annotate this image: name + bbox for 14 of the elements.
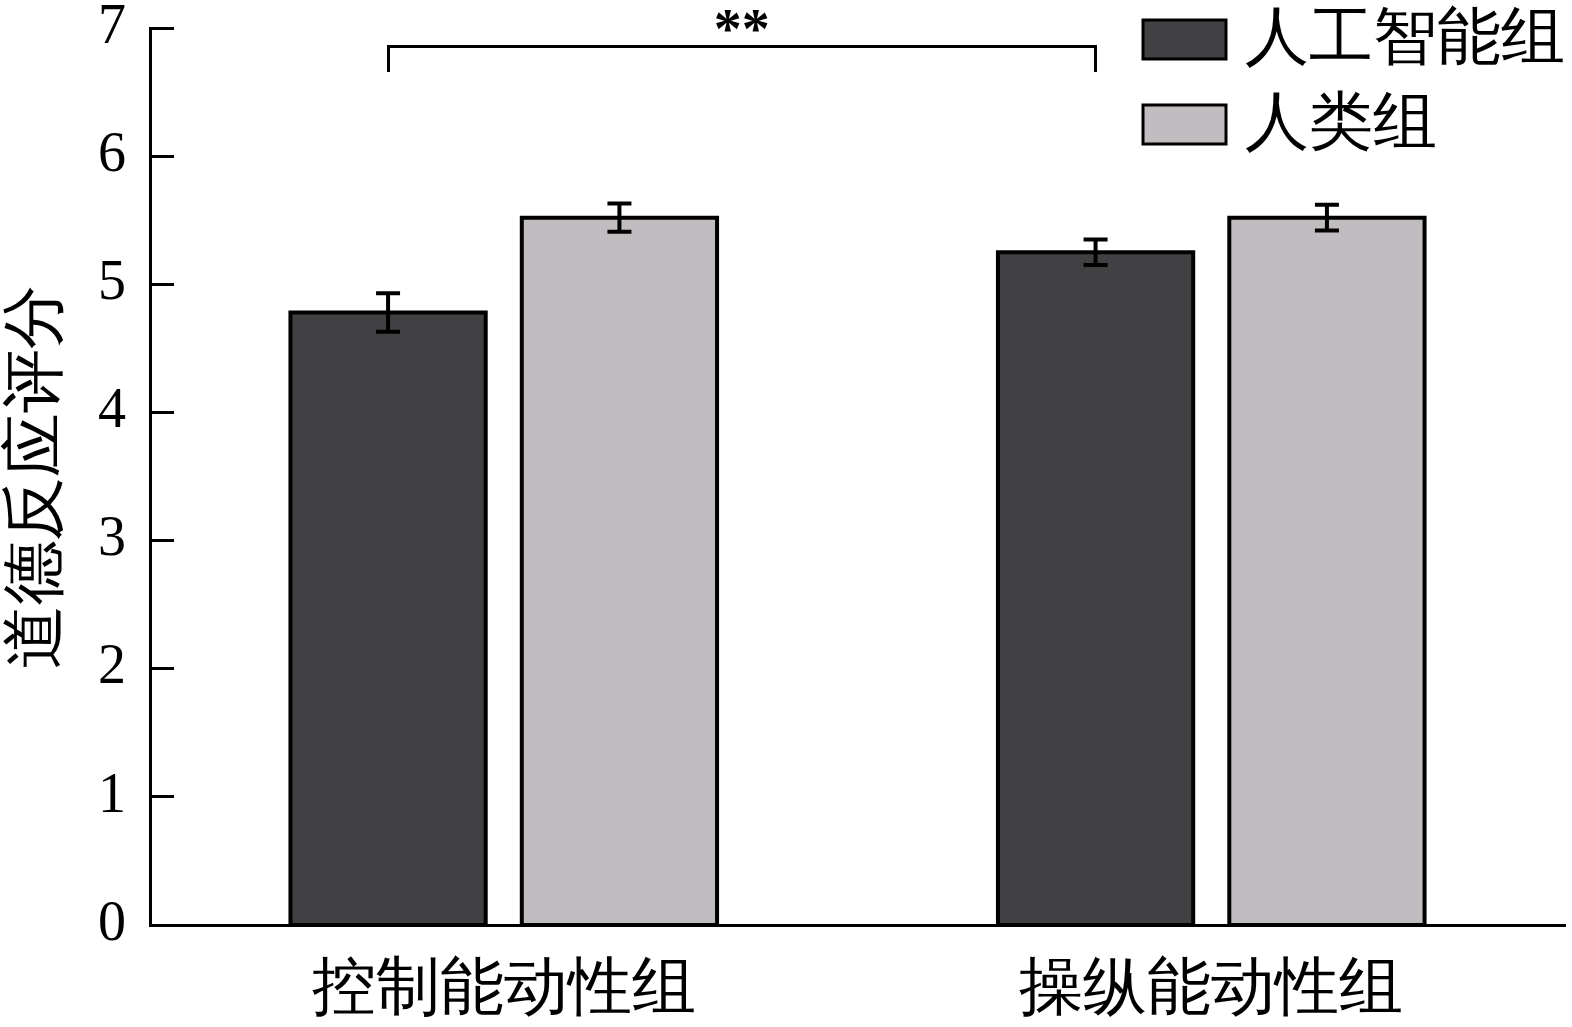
legend-label: 人工智能组 [1245,1,1565,73]
y-axis-title: 道德反应评分 [0,284,70,669]
y-tick-label: 5 [98,248,126,311]
x-tick-label: 控制能动性组 [311,951,696,1023]
legend-label: 人类组 [1245,86,1437,158]
y-tick-label: 2 [98,633,126,696]
y-tick-label: 1 [98,761,126,824]
y-tick-label: 7 [98,0,126,55]
y-tick-label: 6 [98,120,126,183]
y-tick-label: 3 [98,505,126,568]
y-tick-label: 0 [98,889,126,952]
x-tick-label: 操纵能动性组 [1019,951,1404,1023]
annotation: ** [713,0,770,60]
y-tick-label: 4 [98,377,126,440]
